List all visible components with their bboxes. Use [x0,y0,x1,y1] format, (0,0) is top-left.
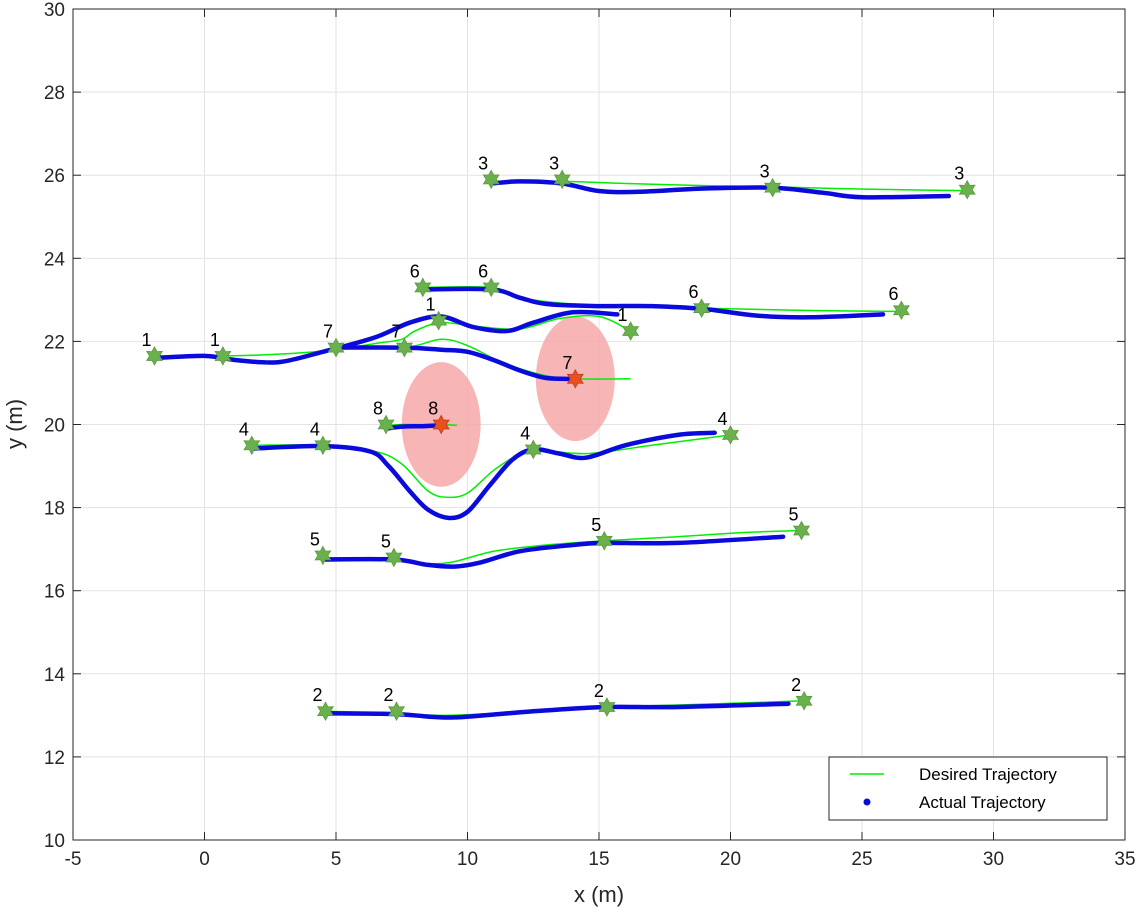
waypoint-label-5: 5 [591,515,601,535]
y-tick-label: 16 [44,582,65,603]
waypoint-marker-3 [958,179,976,200]
waypoint-label-3: 3 [478,153,488,173]
waypoint-label-1: 1 [142,330,152,350]
x-axis-label: x (m) [574,882,624,907]
waypoint-marker-8 [377,414,395,435]
y-tick-label: 10 [44,831,65,852]
y-tick-label: 26 [44,166,65,187]
waypoint-label-7: 7 [323,322,333,342]
waypoint-label-1: 1 [618,305,628,325]
waypoint-label-6: 6 [410,261,420,281]
waypoint-label-8: 8 [428,399,438,419]
actual-trajectory-agent-4 [249,430,717,521]
waypoint-label-3: 3 [760,162,770,182]
actual-trajectories [152,179,952,720]
waypoint-label-4: 4 [717,409,727,429]
waypoint-label-7: 7 [562,353,572,373]
legend: Desired Trajectory Actual Trajectory [828,756,1108,821]
y-axis-label: y (m) [2,399,27,449]
x-tick-label: 30 [983,849,1004,870]
legend-actual-label: Actual Trajectory [919,793,1046,812]
waypoint-marker-1 [145,346,164,366]
x-tick-label: 25 [851,849,872,870]
actual-trajectory-agent-3 [488,179,952,200]
waypoint-marker-1 [622,321,640,341]
waypoint-label-5: 5 [381,531,391,551]
y-tick-label: 22 [44,332,65,353]
waypoint-marker-1 [430,310,448,331]
waypoint-label-6: 6 [888,284,898,304]
y-tick-label: 28 [44,83,65,104]
y-tick-label: 24 [44,249,66,270]
y-tick-label: 20 [44,416,65,437]
waypoint-marker-3 [553,169,571,190]
y-tick-label: 18 [44,499,65,520]
waypoint-label-3: 3 [954,164,964,184]
waypoint-marker-7 [566,368,584,389]
waypoint-marker-2 [598,697,616,717]
x-tick-label: 15 [588,849,609,870]
waypoint-label-2: 2 [791,675,801,695]
waypoint-marker-7 [327,337,345,358]
waypoint-marker-6 [482,277,500,298]
actual-trajectory-agent-5 [320,534,786,569]
waypoint-marker-1 [214,346,232,366]
waypoint-marker-6 [892,300,910,321]
actual-trajectory-agent-6 [420,286,886,320]
waypoint-marker-2 [795,690,813,711]
waypoint-label-4: 4 [520,423,530,443]
y-tick-label: 14 [44,665,66,686]
waypoint-label-1: 1 [210,330,220,350]
waypoint-marker-2 [387,701,406,722]
waypoint-label-1: 1 [426,295,436,315]
x-tick-label: 35 [1114,849,1135,870]
waypoint-label-6: 6 [478,261,488,281]
legend-desired-label: Desired Trajectory [919,765,1057,784]
desired-trajectory-agent-1 [151,314,631,357]
waypoint-label-6: 6 [689,282,699,302]
waypoint-marker-2 [316,701,335,722]
waypoint-label-4: 4 [310,419,320,439]
waypoint-marker-7 [395,337,413,358]
waypoint-marker-4 [524,439,542,460]
actual-trajectory-agent-1 [152,309,620,365]
x-tick-label: 20 [720,849,741,870]
waypoint-marker-3 [764,177,782,198]
waypoint-label-5: 5 [310,529,320,549]
waypoint-label-2: 2 [594,681,604,701]
waypoint-marker-3 [482,169,500,190]
waypoint-label-3: 3 [549,153,559,173]
waypoint-marker-6 [693,298,711,319]
y-tick-label: 30 [44,0,65,21]
waypoint-label-8: 8 [373,399,383,419]
waypoint-marker-4 [314,435,332,456]
waypoint-marker-4 [721,425,740,445]
waypoint-label-5: 5 [789,504,799,524]
waypoint-label-7: 7 [391,322,401,342]
waypoint-marker-5 [314,545,332,566]
x-tick-label: 10 [457,849,478,870]
waypoint-label-2: 2 [383,685,393,705]
waypoint-marker-5 [792,520,811,541]
waypoint-marker-5 [595,530,613,551]
x-tick-label: 0 [199,849,210,870]
x-tick-label: -5 [65,849,82,870]
waypoint-marker-8 [432,414,450,435]
waypoint-label-4: 4 [239,419,249,439]
waypoint-label-2: 2 [312,685,322,705]
legend-box [828,756,1108,821]
y-tick-label: 12 [44,748,65,769]
waypoint-marker-4 [243,435,261,456]
waypoint-marker-6 [414,277,432,298]
x-tick-label: 5 [331,849,342,870]
legend-actual-swatch [863,798,871,806]
waypoint-marker-5 [385,547,403,568]
actual-trajectory-agent-2 [323,701,791,720]
waypoint-markers: 1 1 1 1 2 2 2 2 3 3 3 3 4 4 4 4 5 5 5 5 6 6 6 6 7 7 7 8 8 [142,153,976,722]
